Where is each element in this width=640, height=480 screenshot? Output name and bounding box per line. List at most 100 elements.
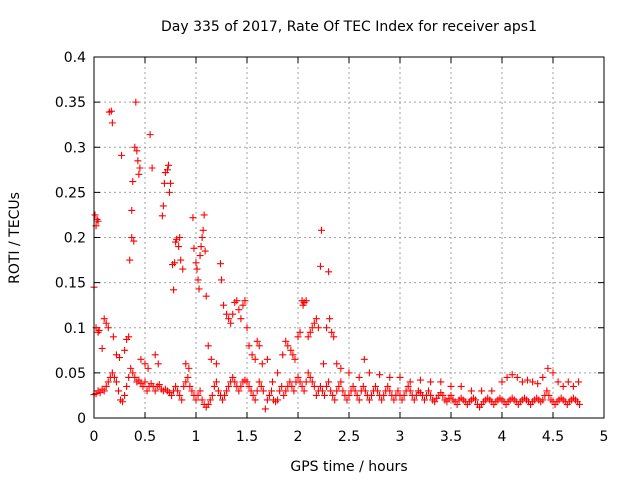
data-point — [328, 328, 336, 336]
data-point — [193, 265, 201, 273]
data-point — [204, 400, 212, 408]
data-point — [158, 212, 166, 220]
data-point — [227, 319, 235, 327]
data-point — [137, 355, 145, 363]
data-point — [554, 378, 562, 386]
data-point — [241, 297, 249, 305]
data-point — [263, 396, 271, 404]
data-point — [196, 252, 204, 260]
data-point — [194, 276, 202, 284]
data-point — [304, 333, 312, 341]
x-tick-label: 2.5 — [338, 429, 360, 445]
y-tick-label: 0.3 — [64, 140, 86, 156]
data-point — [100, 315, 108, 323]
data-point — [121, 391, 129, 399]
data-point — [320, 360, 327, 368]
data-point — [182, 360, 190, 368]
data-point — [202, 292, 210, 300]
data-point — [447, 391, 455, 399]
data-point — [164, 161, 172, 169]
data-point — [427, 378, 435, 386]
data-point — [178, 396, 186, 404]
data-point — [372, 382, 380, 390]
data-point — [386, 373, 394, 381]
data-point — [255, 342, 263, 350]
data-points — [90, 98, 584, 413]
data-point — [143, 387, 151, 395]
data-point — [296, 328, 304, 336]
data-point — [196, 387, 204, 395]
data-point — [225, 382, 233, 390]
plot-frame — [93, 56, 605, 419]
data-point — [398, 396, 406, 404]
data-point — [135, 170, 143, 178]
data-point — [425, 387, 433, 395]
data-point — [233, 297, 241, 305]
data-point — [310, 382, 318, 390]
data-point — [131, 143, 139, 151]
data-point — [220, 301, 228, 309]
data-point — [471, 396, 479, 404]
data-point — [326, 315, 334, 323]
data-point — [159, 202, 167, 210]
data-point — [300, 387, 308, 395]
data-point — [259, 387, 267, 395]
data-point — [243, 378, 251, 386]
x-tick-label: 0 — [90, 429, 99, 445]
data-point — [108, 119, 116, 127]
data-point — [361, 387, 369, 395]
data-point — [125, 333, 133, 341]
data-point — [543, 387, 551, 395]
data-point — [549, 369, 557, 377]
data-point — [119, 398, 127, 406]
data-point — [545, 391, 553, 399]
data-point — [337, 364, 345, 372]
data-point — [109, 333, 117, 341]
data-point — [258, 360, 266, 368]
data-point — [431, 398, 439, 406]
data-point — [141, 360, 149, 368]
data-point — [177, 256, 185, 264]
data-point — [195, 285, 203, 293]
y-tick-label: 0.35 — [55, 95, 86, 111]
data-point — [308, 378, 316, 386]
data-point — [134, 157, 142, 165]
data-point — [243, 324, 251, 332]
x-tick-label: 4.5 — [542, 429, 564, 445]
data-point — [104, 378, 112, 386]
data-point — [192, 259, 200, 267]
data-point — [263, 355, 271, 363]
data-point — [316, 262, 324, 270]
data-point — [247, 387, 255, 395]
data-point — [95, 326, 103, 334]
data-point — [374, 387, 382, 395]
data-point — [249, 391, 257, 399]
data-point — [406, 387, 414, 395]
data-point — [416, 376, 424, 384]
data-point — [110, 373, 118, 381]
data-point — [327, 387, 335, 395]
data-point — [154, 360, 162, 368]
data-point — [287, 346, 295, 354]
data-point — [201, 247, 209, 255]
data-point — [257, 382, 265, 390]
x-tick-label: 3 — [396, 429, 405, 445]
data-point — [325, 268, 333, 276]
data-point — [396, 373, 404, 381]
data-point — [235, 387, 243, 395]
data-point — [107, 107, 115, 115]
data-point — [212, 378, 220, 386]
data-point — [192, 396, 200, 404]
data-point — [337, 378, 345, 386]
y-axis-ticks: 0 0.05 0.1 0.15 0.2 0.25 0.3 0.35 0.4 — [55, 50, 604, 427]
data-point — [333, 387, 341, 395]
data-point — [404, 382, 412, 390]
data-point — [102, 382, 110, 390]
data-point — [194, 391, 202, 399]
data-point — [513, 373, 521, 381]
y-axis-label: ROTI / TECUs — [7, 192, 23, 284]
data-point — [146, 131, 154, 139]
data-point — [218, 276, 225, 284]
data-point — [323, 324, 331, 332]
